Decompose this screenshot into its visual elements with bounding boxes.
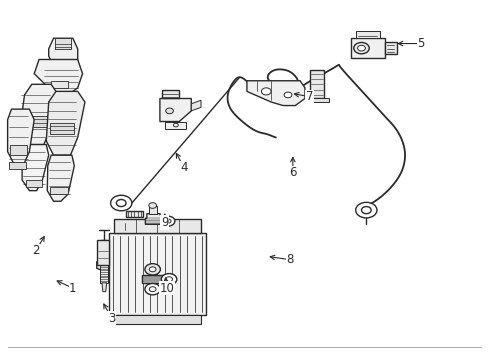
- Polygon shape: [97, 240, 109, 265]
- Text: 10: 10: [160, 282, 174, 294]
- Polygon shape: [350, 38, 384, 58]
- Circle shape: [161, 274, 177, 285]
- Polygon shape: [355, 31, 379, 38]
- Circle shape: [110, 195, 132, 211]
- Polygon shape: [99, 240, 109, 265]
- Polygon shape: [9, 162, 26, 169]
- Polygon shape: [20, 84, 58, 145]
- Text: 8: 8: [286, 253, 293, 266]
- Polygon shape: [34, 59, 82, 95]
- Text: 6: 6: [288, 166, 296, 179]
- Polygon shape: [160, 99, 191, 122]
- Text: 4: 4: [180, 161, 187, 174]
- Circle shape: [357, 45, 365, 51]
- Circle shape: [149, 267, 156, 272]
- Polygon shape: [114, 219, 201, 233]
- Polygon shape: [305, 99, 328, 102]
- Text: 5: 5: [416, 37, 424, 50]
- Circle shape: [116, 199, 126, 207]
- Polygon shape: [51, 81, 68, 88]
- Polygon shape: [384, 42, 396, 54]
- Circle shape: [355, 202, 376, 218]
- Circle shape: [148, 203, 156, 208]
- Text: 2: 2: [32, 244, 40, 257]
- Polygon shape: [50, 123, 74, 134]
- Text: 3: 3: [108, 312, 115, 325]
- Polygon shape: [164, 122, 186, 129]
- Circle shape: [165, 108, 173, 114]
- Circle shape: [161, 216, 175, 226]
- Circle shape: [261, 88, 270, 95]
- Polygon shape: [100, 265, 108, 283]
- Text: 1: 1: [69, 282, 77, 294]
- Polygon shape: [309, 70, 324, 99]
- Polygon shape: [145, 214, 164, 224]
- Polygon shape: [97, 259, 112, 271]
- Circle shape: [149, 287, 156, 292]
- Text: 9: 9: [161, 216, 168, 229]
- Circle shape: [165, 219, 171, 223]
- Bar: [109, 233, 205, 315]
- Polygon shape: [8, 109, 34, 166]
- Polygon shape: [142, 275, 163, 283]
- Polygon shape: [47, 155, 74, 201]
- Circle shape: [284, 92, 291, 98]
- Circle shape: [353, 42, 368, 54]
- Polygon shape: [148, 206, 156, 214]
- Polygon shape: [55, 38, 71, 49]
- Polygon shape: [162, 90, 179, 99]
- Polygon shape: [102, 283, 106, 292]
- Polygon shape: [46, 91, 85, 155]
- Circle shape: [144, 264, 160, 275]
- Polygon shape: [22, 145, 49, 191]
- Polygon shape: [50, 187, 68, 194]
- Polygon shape: [26, 116, 50, 127]
- Polygon shape: [49, 38, 78, 67]
- Circle shape: [144, 283, 160, 295]
- Polygon shape: [191, 100, 201, 111]
- Polygon shape: [26, 180, 42, 187]
- Circle shape: [173, 123, 178, 127]
- Polygon shape: [246, 81, 305, 105]
- Polygon shape: [10, 145, 27, 155]
- Circle shape: [361, 207, 370, 214]
- Text: 7: 7: [305, 90, 313, 103]
- Polygon shape: [114, 315, 201, 324]
- Polygon shape: [126, 211, 142, 217]
- Circle shape: [165, 277, 172, 282]
